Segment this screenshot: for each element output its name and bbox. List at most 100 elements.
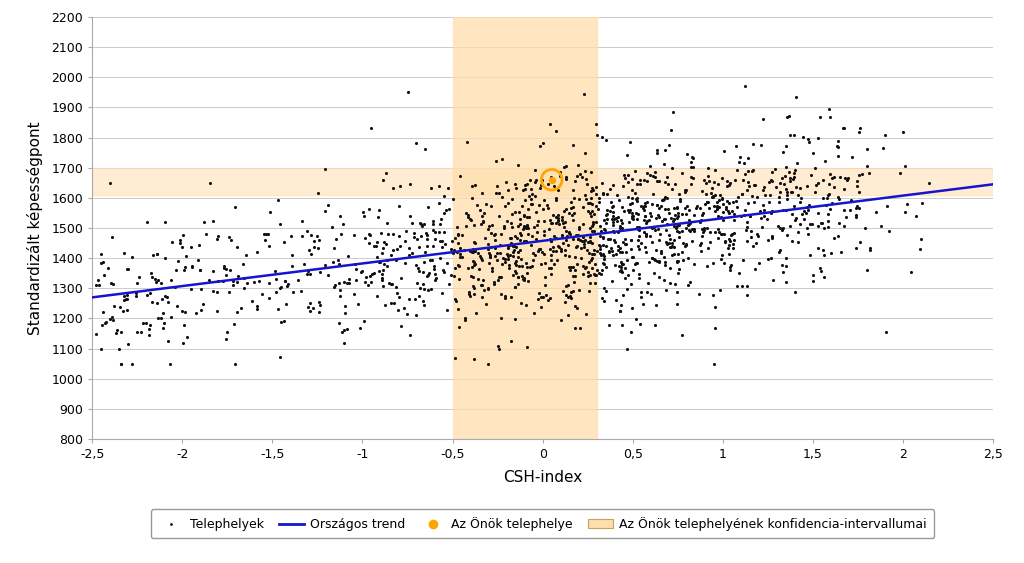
Point: [413, 231, 429, 240]
Point: [177, 251, 194, 260]
Point: [736, 211, 753, 220]
Point: [465, 281, 481, 290]
Point: [667, 249, 683, 258]
Point: [184, 262, 201, 271]
Point: [712, 285, 728, 294]
Point: [620, 193, 636, 202]
Point: [543, 263, 559, 272]
Point: [193, 284, 209, 293]
Point: [528, 227, 545, 236]
Point: [836, 185, 852, 194]
Point: [592, 244, 608, 253]
Point: [897, 208, 913, 217]
Point: [593, 270, 609, 279]
Point: [548, 247, 564, 256]
Point: [138, 217, 155, 226]
Point: [715, 251, 731, 260]
Point: [650, 257, 667, 266]
Point: [892, 169, 908, 178]
Point: [553, 244, 569, 253]
Point: [700, 176, 717, 185]
Point: [558, 226, 574, 235]
Point: [348, 265, 365, 274]
Point: [778, 194, 795, 203]
Point: [616, 206, 633, 215]
Point: [721, 236, 737, 245]
Point: [669, 300, 685, 309]
Point: [682, 163, 698, 172]
Point: [633, 238, 649, 247]
Point: [378, 169, 394, 178]
Point: [157, 291, 173, 300]
Point: [637, 211, 653, 220]
Point: [596, 254, 612, 263]
Point: [469, 275, 485, 284]
Point: [692, 217, 709, 226]
Point: [696, 223, 713, 232]
Point: [658, 173, 675, 182]
Point: [558, 291, 574, 300]
Point: [331, 319, 347, 328]
Point: [721, 181, 737, 190]
Point: [623, 279, 639, 288]
Point: [539, 201, 555, 210]
Point: [437, 239, 454, 248]
Point: [479, 283, 496, 292]
Point: [514, 261, 530, 270]
Point: [727, 176, 743, 185]
Point: [580, 245, 596, 254]
Point: [532, 302, 549, 311]
Point: [787, 214, 804, 223]
Point: [629, 194, 645, 203]
Point: [141, 324, 158, 333]
Point: [510, 161, 526, 170]
Point: [628, 258, 644, 267]
Point: [557, 251, 573, 260]
Point: [649, 210, 666, 219]
Point: [724, 229, 740, 238]
Point: [174, 242, 190, 251]
Point: [551, 243, 567, 252]
Point: [419, 272, 435, 281]
Point: [548, 212, 564, 221]
Point: [542, 294, 558, 303]
Point: [779, 113, 796, 122]
Point: [516, 185, 532, 194]
Point: [442, 245, 459, 254]
Point: [607, 249, 624, 258]
Point: [622, 138, 638, 147]
Point: [420, 285, 436, 294]
Point: [646, 269, 663, 278]
Point: [572, 253, 589, 262]
Point: [838, 212, 854, 221]
Point: [486, 279, 503, 288]
Point: [579, 262, 595, 271]
Point: [602, 206, 618, 215]
Point: [614, 218, 631, 227]
Point: [663, 234, 679, 243]
Point: [350, 300, 367, 309]
Point: [271, 220, 288, 229]
Point: [631, 223, 647, 232]
Point: [530, 294, 547, 303]
Point: [882, 227, 898, 236]
Point: [595, 240, 611, 249]
Point: [666, 242, 682, 251]
Point: [610, 241, 627, 250]
Point: [586, 245, 602, 254]
Point: [333, 230, 349, 239]
Point: [392, 274, 409, 283]
Point: [774, 261, 791, 270]
Point: [474, 276, 490, 285]
Point: [707, 302, 723, 311]
Point: [705, 291, 721, 300]
Point: [913, 234, 930, 243]
Point: [103, 232, 120, 241]
Point: [718, 204, 734, 213]
Point: [563, 294, 580, 303]
Point: [376, 260, 392, 269]
Point: [757, 205, 773, 215]
Point: [701, 237, 718, 246]
Point: [635, 300, 651, 309]
Point: [623, 236, 639, 245]
